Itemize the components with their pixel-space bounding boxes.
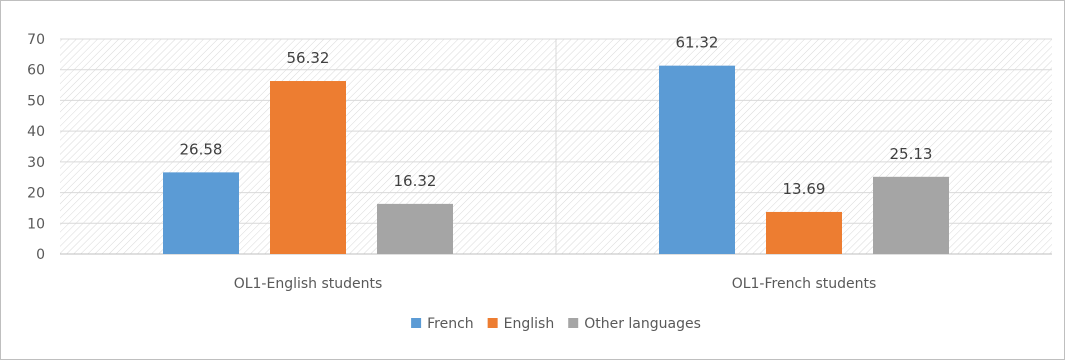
- y-tick-label-70: 70: [27, 32, 45, 48]
- bar-french-1: [163, 172, 239, 254]
- legend-swatch-english: [487, 318, 498, 328]
- category-labels: OL1-English students OL1-French students: [234, 276, 877, 292]
- data-label-french-1: 26.58: [180, 140, 223, 158]
- legend: French English Other languages: [411, 316, 701, 332]
- y-tick-label-0: 0: [36, 247, 45, 263]
- data-label-other-languages-1: 16.32: [394, 172, 437, 190]
- data-label-english-2: 13.69: [783, 180, 826, 198]
- legend-label-other-languages: Other languages: [584, 316, 701, 332]
- category-label-2: OL1-French students: [732, 276, 877, 292]
- y-tick-label-50: 50: [27, 93, 45, 109]
- data-label-french-2: 61.32: [676, 34, 719, 52]
- bar-english-1: [270, 81, 346, 254]
- bar-other-languages-2: [873, 176, 949, 254]
- legend-swatch-french: [411, 318, 422, 328]
- legend-swatch-other-languages: [568, 318, 579, 328]
- y-tick-label-10: 10: [27, 216, 45, 232]
- y-tick-label-30: 30: [27, 155, 45, 171]
- y-tick-label-20: 20: [27, 186, 45, 202]
- legend-label-french: French: [427, 316, 474, 332]
- legend-label-english: English: [504, 316, 555, 332]
- y-tick-label-60: 60: [27, 63, 45, 79]
- data-label-english-1: 56.32: [287, 49, 330, 67]
- y-axis-ticks: 0 10 20 30 40 50 60 70: [27, 32, 45, 263]
- bar-english-2: [766, 211, 842, 254]
- data-labels: 26.58 56.32 16.32 61.32 13.69 25.13: [180, 34, 933, 198]
- bar-french-2: [659, 65, 735, 254]
- y-tick-label-40: 40: [27, 124, 45, 140]
- category-label-1: OL1-English students: [234, 276, 383, 292]
- bar-other-languages-1: [377, 203, 453, 254]
- data-label-other-languages-2: 25.13: [890, 145, 933, 163]
- bars: [163, 65, 949, 254]
